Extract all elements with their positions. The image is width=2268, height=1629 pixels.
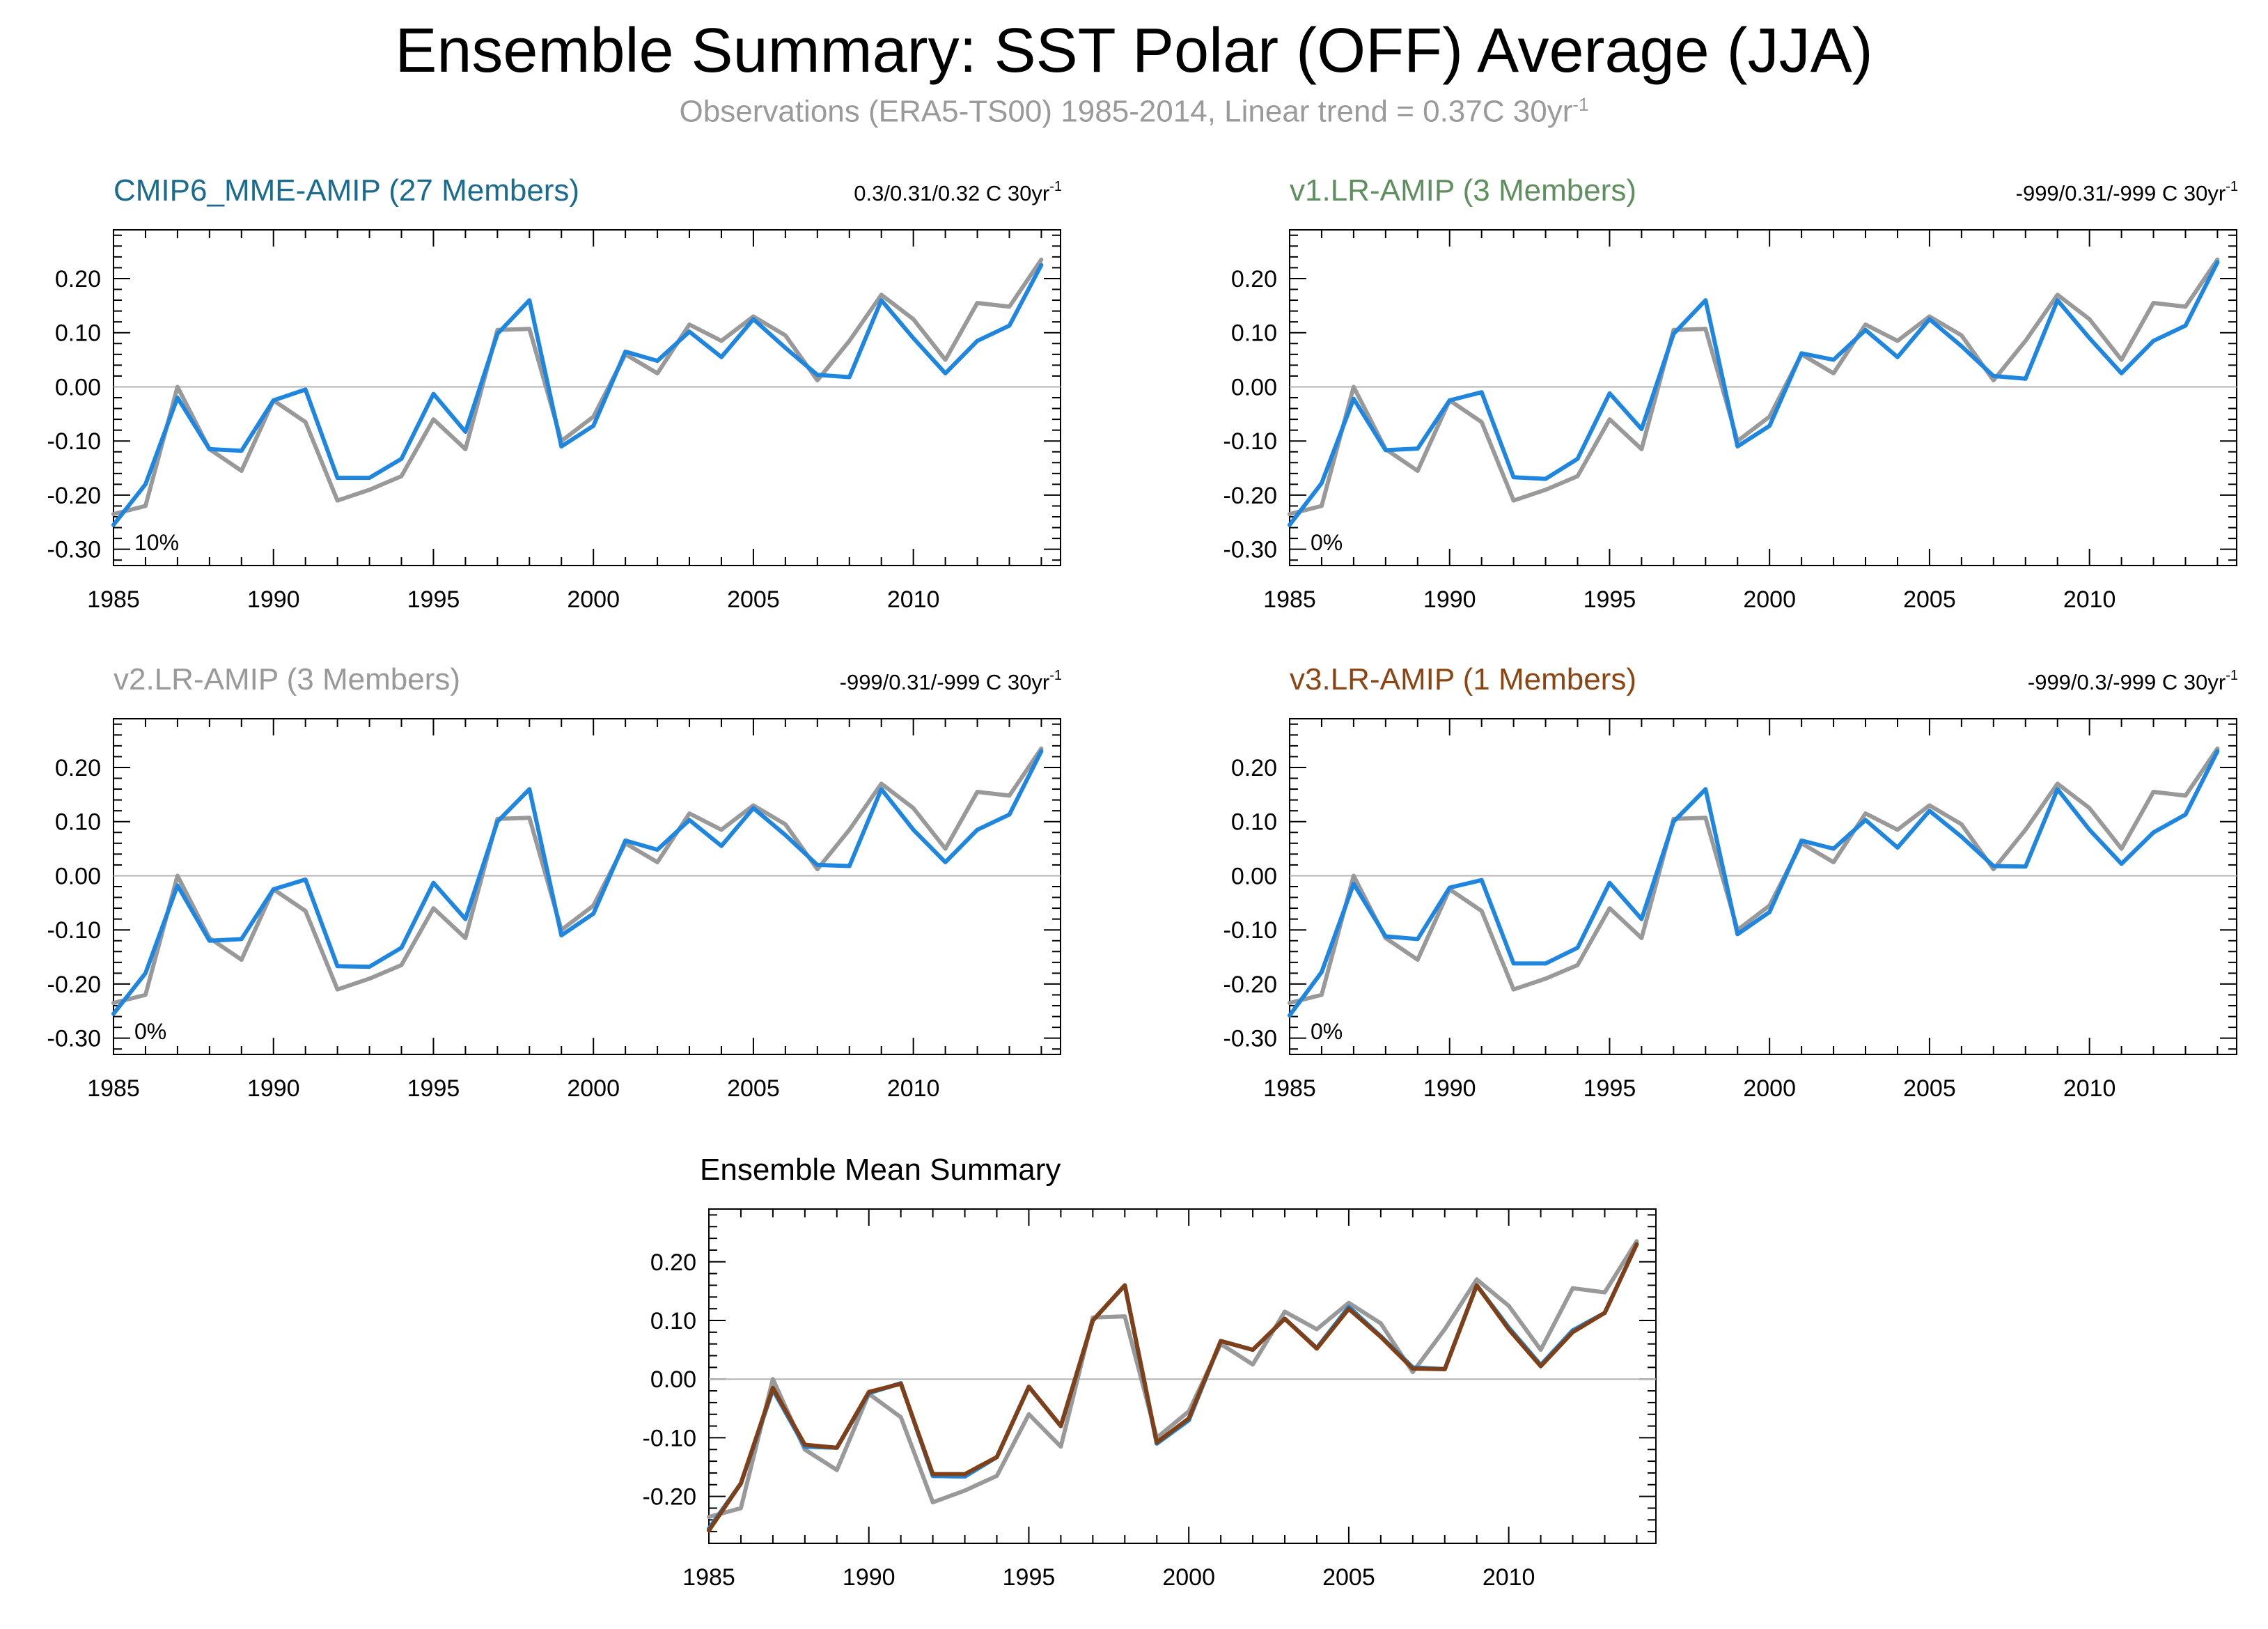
- significance-annotation: 0%: [1311, 530, 1343, 555]
- y-tick-label: -0.30: [47, 1026, 102, 1052]
- plot-frame: [113, 229, 1061, 566]
- trend-label: -999/0.31/-999 C 30yr-1: [840, 668, 1062, 694]
- y-tick-label: -0.20: [1223, 483, 1278, 509]
- x-tick-label: 1985: [1263, 1075, 1316, 1102]
- y-tick-label: -0.10: [47, 917, 102, 944]
- y-tick-label: -0.10: [1223, 428, 1278, 455]
- x-tick-label: 2000: [1162, 1564, 1215, 1591]
- x-tick-label: 2005: [1903, 1075, 1956, 1102]
- x-tick-label: 1995: [407, 1075, 460, 1102]
- y-tick-label: -0.30: [1223, 537, 1278, 563]
- series-line-2: [111, 749, 1044, 1016]
- plot-frame: [1289, 229, 2237, 566]
- series-line-1: [1288, 746, 2220, 1006]
- y-tick-label: 0.20: [650, 1249, 696, 1276]
- chart-title: v2.LR-AMIP (3 Members): [114, 662, 460, 696]
- subtitle-text: Observations (ERA5-TS00) 1985-2014, Line…: [679, 94, 1573, 129]
- subtitle-superscript: -1: [1572, 94, 1589, 115]
- significance-annotation: 0%: [134, 1019, 166, 1044]
- chart-panel-3: v2.LR-AMIP (3 Members) -999/0.31/-999 C 3…: [47, 662, 1063, 1102]
- y-tick-label: 0.00: [55, 863, 101, 889]
- y-tick-label: 0.00: [1231, 863, 1277, 889]
- x-tick-label: 1995: [1583, 1075, 1636, 1102]
- y-tick-label: 0.00: [1231, 374, 1277, 400]
- x-tick-label: 2010: [887, 1075, 940, 1102]
- y-tick-label: 0.10: [1231, 809, 1277, 836]
- chart-panel-4: v3.LR-AMIP (1 Members) -999/0.3/-999 C 30…: [1223, 662, 2239, 1102]
- main-title: Ensemble Summary: SST Polar (OFF) Averag…: [395, 16, 1873, 86]
- x-tick-label: 2005: [1903, 586, 1956, 613]
- plot-frame: [708, 1208, 1657, 1544]
- y-tick-label: 0.00: [55, 374, 101, 400]
- x-tick-label: 2010: [887, 586, 940, 613]
- x-tick-label: 2000: [567, 586, 620, 613]
- y-tick-label: 0.10: [55, 320, 101, 347]
- x-tick-label: 1985: [87, 1075, 140, 1102]
- x-tick-label: 2005: [727, 1075, 780, 1102]
- x-tick-label: 1995: [1003, 1564, 1056, 1591]
- x-tick-label: 2005: [1322, 1564, 1375, 1591]
- y-tick-label: 0.20: [1231, 755, 1277, 781]
- y-tick-label: -0.10: [643, 1425, 697, 1451]
- x-tick-label: 2010: [1483, 1564, 1535, 1591]
- x-tick-label: 1985: [87, 586, 140, 613]
- x-tick-label: 1990: [247, 586, 300, 613]
- x-tick-label: 1990: [1423, 586, 1476, 613]
- y-tick-label: 0.00: [650, 1366, 696, 1393]
- plot-frame: [113, 718, 1061, 1055]
- y-tick-label: -0.10: [47, 428, 102, 455]
- x-tick-label: 2000: [567, 1075, 620, 1102]
- y-tick-label: 0.20: [1231, 266, 1277, 293]
- series-line-2: [707, 1242, 1639, 1531]
- x-tick-label: 2000: [1743, 1075, 1796, 1102]
- chart-title: v1.LR-AMIP (3 Members): [1290, 173, 1636, 208]
- trend-label: 0.3/0.31/0.32 C 30yr-1: [854, 179, 1062, 205]
- chart-title: v3.LR-AMIP (1 Members): [1290, 662, 1636, 696]
- y-tick-label: -0.10: [1223, 917, 1278, 944]
- y-tick-label: 0.10: [1231, 320, 1277, 347]
- main-subtitle: Observations (ERA5-TS00) 1985-2014, Line…: [0, 94, 2268, 130]
- significance-annotation: 0%: [1311, 1019, 1343, 1044]
- y-tick-label: -0.30: [1223, 1026, 1278, 1052]
- chart-panel-1: CMIP6_MME-AMIP (27 Members) 0.3/0.31/0.32…: [47, 173, 1063, 613]
- y-tick-label: -0.20: [643, 1484, 697, 1511]
- plot-frame: [1289, 718, 2237, 1055]
- y-tick-label: 0.20: [55, 266, 101, 293]
- series-line-4: [707, 1242, 1639, 1533]
- y-tick-label: -0.20: [47, 972, 102, 998]
- trend-label: -999/0.31/-999 C 30yr-1: [2016, 179, 2238, 205]
- chart-title: Ensemble Mean Summary: [700, 1153, 1061, 1187]
- chart-title: CMIP6_MME-AMIP (27 Members): [114, 173, 579, 208]
- chart-panel-5: Ensemble Mean Summary 0.20 0.10 0.00 -0.10 -0…: [643, 1153, 1657, 1591]
- series-line-2: [111, 263, 1044, 527]
- series-line-1: [707, 1239, 1639, 1520]
- x-tick-label: 2010: [2063, 586, 2116, 613]
- x-tick-label: 1995: [1583, 586, 1636, 613]
- y-tick-label: 0.10: [650, 1308, 696, 1334]
- series-line-3: [707, 1242, 1639, 1531]
- x-tick-label: 1995: [407, 586, 460, 613]
- series-line-2: [1288, 749, 2220, 1018]
- x-tick-label: 1990: [843, 1564, 896, 1591]
- y-tick-label: -0.20: [47, 483, 102, 509]
- x-tick-label: 1985: [682, 1564, 735, 1591]
- x-tick-label: 1990: [247, 1075, 300, 1102]
- y-tick-label: -0.30: [47, 537, 102, 563]
- x-tick-label: 2010: [2063, 1075, 2116, 1102]
- x-tick-label: 2005: [727, 586, 780, 613]
- trend-label: -999/0.3/-999 C 30yr-1: [2028, 668, 2238, 694]
- x-tick-label: 1985: [1263, 586, 1316, 613]
- x-tick-label: 2000: [1743, 586, 1796, 613]
- series-line-2: [1288, 260, 2220, 527]
- x-tick-label: 1990: [1423, 1075, 1476, 1102]
- y-tick-label: 0.20: [55, 755, 101, 781]
- y-tick-label: 0.10: [55, 809, 101, 836]
- significance-annotation: 10%: [134, 530, 179, 555]
- chart-panel-2: v1.LR-AMIP (3 Members) -999/0.31/-999 C 3…: [1223, 173, 2239, 613]
- y-tick-label: -0.20: [1223, 972, 1278, 998]
